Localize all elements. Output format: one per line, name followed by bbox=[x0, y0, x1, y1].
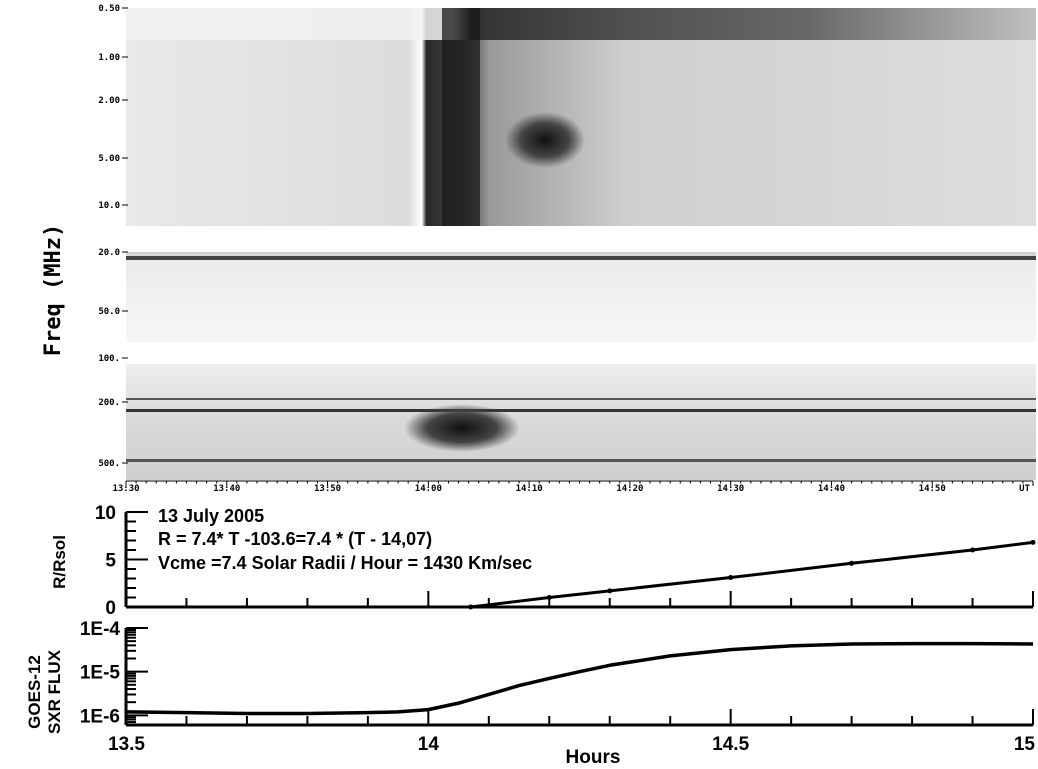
time-tick-label: UT bbox=[1019, 484, 1030, 494]
height-time-point bbox=[970, 547, 976, 553]
spectrogram-ylabel: Freq (MHz) bbox=[41, 224, 66, 356]
spectrogram-blob-lower bbox=[404, 404, 520, 452]
freq-tick-label: 20.0 bbox=[98, 248, 120, 258]
freq-tick-label: 1.00 bbox=[98, 53, 120, 63]
spectrogram-ticks bbox=[125, 480, 1034, 486]
height-time-axes: 0 5 10 bbox=[95, 503, 1034, 619]
spectrogram-panel-top bbox=[126, 8, 1036, 226]
height-time-ytick-label: 0 bbox=[105, 598, 116, 619]
annotation-velocity: Vcme =7.4 Solar Radii / Hour = 1430 Km/s… bbox=[158, 553, 532, 573]
freq-tick-label: 50.0 bbox=[98, 307, 120, 317]
goes-ylabel-line2: SXR FLUX bbox=[45, 649, 64, 734]
time-tick-label: 14:30 bbox=[717, 484, 744, 494]
spectrogram-low-line2 bbox=[126, 409, 1036, 412]
hours-tick-label: 13.5 bbox=[108, 734, 145, 755]
spectrogram-mid-line bbox=[126, 256, 1036, 260]
height-time-point bbox=[468, 604, 474, 610]
height-time-line bbox=[470, 540, 1034, 609]
spectrogram-panel-mid bbox=[126, 252, 1036, 342]
freq-tick-label: 10.0 bbox=[98, 201, 120, 211]
height-time-ytick-label: 5 bbox=[105, 551, 116, 572]
time-tick-label: 14:10 bbox=[516, 484, 543, 494]
time-tick-label: 14:40 bbox=[818, 484, 845, 494]
hours-tick-labels: 13.5 14 14.5 15 bbox=[108, 734, 1035, 755]
goes-ylabel-line1: GOES-12 bbox=[25, 655, 44, 729]
height-time-point bbox=[1030, 539, 1036, 545]
spectrogram-low-line1 bbox=[126, 398, 1036, 400]
hours-tick-label: 15 bbox=[1014, 734, 1036, 755]
time-tick-labels: 13:30 13:40 13:50 14:00 14:10 14:20 14:30 14:40… bbox=[112, 484, 1030, 494]
freq-tick-label: 500. bbox=[98, 459, 120, 469]
height-time-point bbox=[849, 560, 855, 566]
goes-ytick-label: 1E-6 bbox=[80, 706, 120, 727]
spectrogram-top-band bbox=[126, 8, 1036, 40]
annotation-date: 13 July 2005 bbox=[158, 506, 264, 526]
goes-flux-line bbox=[125, 641, 1034, 716]
height-time-point bbox=[546, 595, 552, 600]
height-time-ytick-label: 10 bbox=[95, 503, 116, 524]
height-time-ylabel: R/Rsol bbox=[50, 535, 69, 589]
freq-tick-label: 5.00 bbox=[98, 154, 120, 164]
time-tick-label: 14:50 bbox=[919, 484, 946, 494]
spectrogram-panel-low bbox=[126, 364, 1036, 480]
annotation-fit-equation: R = 7.4* T -103.6=7.4 * (T - 14,07) bbox=[158, 529, 432, 549]
goes-axes: 1E-4 1E-5 1E-6 bbox=[80, 619, 1034, 727]
spectrogram-blob-upper bbox=[505, 112, 585, 168]
freq-tick-label: 100. bbox=[98, 354, 120, 364]
height-time-panel: 0 5 10 R/Rsol 13 July 2005 R = 7.4* T -103… bbox=[50, 503, 1036, 619]
spectrogram-burst-main bbox=[442, 8, 480, 226]
freq-tick-labels: 0.50 1.00 2.00 5.00 10.0 20.0 50.0 100. 200. 500. bbox=[98, 4, 128, 469]
time-tick-label: 14:20 bbox=[616, 484, 643, 494]
goes-series bbox=[125, 641, 1034, 716]
time-tick-label: 13:30 bbox=[112, 484, 139, 494]
time-tick-label: 14:00 bbox=[415, 484, 442, 494]
hours-tick-label: 14 bbox=[418, 734, 440, 755]
height-time-series bbox=[468, 539, 1036, 610]
height-time-point bbox=[728, 575, 734, 581]
hours-xlabel: Hours bbox=[566, 747, 621, 768]
freq-tick-label: 200. bbox=[98, 398, 120, 408]
freq-tick-label: 0.50 bbox=[98, 4, 120, 14]
time-tick-label: 13:50 bbox=[314, 484, 341, 494]
height-time-point bbox=[607, 588, 613, 594]
goes-panel: 1E-4 1E-5 1E-6 GOES-12 SXR FLUX 13.5 14 14.5… bbox=[25, 619, 1035, 768]
goes-ytick-label: 1E-4 bbox=[80, 619, 121, 640]
spectrogram-low-line3 bbox=[126, 459, 1036, 462]
hours-tick-label: 14.5 bbox=[712, 734, 749, 755]
goes-ytick-label: 1E-5 bbox=[80, 663, 121, 684]
spectrogram bbox=[125, 8, 1036, 486]
time-tick-label: 13:40 bbox=[213, 484, 240, 494]
freq-tick-label: 2.00 bbox=[98, 96, 120, 106]
